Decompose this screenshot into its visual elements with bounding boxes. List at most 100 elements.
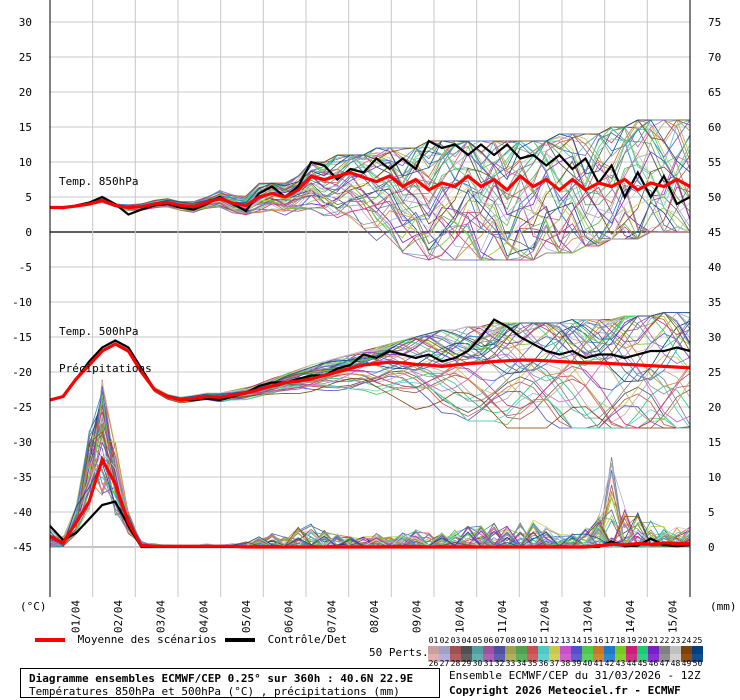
pert-number-top: 09 [516,636,527,645]
pert-number-top: 04 [461,636,472,645]
pert-swatch-bottom [648,654,659,662]
pert-swatch-bottom [560,654,571,662]
pert-swatch-bottom [681,654,692,662]
pert-number-bottom: 31 [483,659,494,668]
pert-swatch-top [549,646,560,654]
left-tick-label: -10 [12,296,32,309]
pert-number-bottom: 47 [659,659,670,668]
pert-t850-line [49,180,691,251]
x-tick-label: 12/04 [539,600,552,633]
pert-number-bottom: 43 [615,659,626,668]
right-tick-label: 45 [708,226,721,239]
pert-swatch-top [692,646,703,654]
mean-precip-line [49,455,690,549]
pert-swatch-top [505,646,516,654]
x-tick-label: 09/04 [411,600,424,633]
right-tick-label: 35 [708,296,721,309]
pert-swatch-top [428,646,439,654]
pert-swatch-bottom [593,654,604,662]
x-tick-label: 08/04 [368,600,381,633]
pert-swatch-top [450,646,461,654]
pert-number-top: 18 [615,636,626,645]
pert-number-top: 08 [505,636,516,645]
mean-t500-line [49,342,691,402]
pert-number-top: 21 [648,636,659,645]
x-tick-label: 15/04 [667,600,680,633]
left-tick-label: 15 [19,121,32,134]
pert-number-bottom: 42 [604,659,615,668]
pert-number-bottom: 27 [439,659,450,668]
pert-number-top: 07 [494,636,505,645]
pert-swatch-top [538,646,549,654]
pert-swatch-top [681,646,692,654]
right-tick-label: 10 [708,471,721,484]
pert-swatch-top [670,646,681,654]
pert-number-bottom: 45 [637,659,648,668]
pert-t500-line [49,344,691,429]
pert-swatch-bottom [494,654,505,662]
right-tick-label: 30 [708,331,721,344]
pert-swatch-bottom [450,654,461,662]
pert-swatch-top [461,646,472,654]
left-tick-label: -40 [12,506,32,519]
annotation-precip: Précipitations [59,362,152,375]
pert-swatch-bottom [571,654,582,662]
pert-swatch-bottom [637,654,648,662]
info-title: Diagramme ensembles ECMWF/CEP 0.25° sur … [29,672,414,685]
pert-number-top: 11 [538,636,549,645]
pert-number-top: 02 [439,636,450,645]
x-tick-label: 11/04 [496,600,509,633]
pert-swatch-bottom [527,654,538,662]
pert-swatch-top [494,646,505,654]
pert-swatch-top [439,646,450,654]
run-info: Ensemble ECMWF/CEP du 31/03/2026 - 12Z [449,669,701,682]
pert-number-bottom: 46 [648,659,659,668]
x-tick-label: 14/04 [624,600,637,633]
pert-number-top: 14 [571,636,582,645]
right-tick-label: 55 [708,156,721,169]
right-tick-label: 20 [708,401,721,414]
pert-swatch-bottom [692,654,703,662]
x-tick-label: 13/04 [581,600,594,633]
x-tick-label: 03/04 [155,600,168,633]
pert-t850-line [49,187,691,261]
pert-number-top: 05 [472,636,483,645]
left-axis-unit: (°C) [20,600,47,613]
legend-mean: Moyenne des scénarios [35,633,217,646]
x-tick-label: 02/04 [112,600,125,633]
pert-number-top: 20 [637,636,648,645]
pert-number-top: 22 [659,636,670,645]
pert-swatch-top [615,646,626,654]
right-tick-label: 50 [708,191,721,204]
pert-swatch-bottom [483,654,494,662]
right-tick-label: 25 [708,366,721,379]
left-tick-label: 30 [19,16,32,29]
pert-swatch-top [659,646,670,654]
pert-number-top: 13 [560,636,571,645]
pert-swatch-bottom [516,654,527,662]
pert-t850-line [49,194,690,261]
x-tick-label: 07/04 [325,600,338,633]
chart-axes [49,0,691,597]
pert-swatch-top [516,646,527,654]
pert-number-bottom: 30 [472,659,483,668]
pert-number-bottom: 33 [505,659,516,668]
pert-number-bottom: 37 [549,659,560,668]
x-tick-label: 05/04 [240,600,253,633]
chart-grid [49,0,691,597]
pert-number-bottom: 44 [626,659,637,668]
pert-swatch-bottom [538,654,549,662]
pert-swatch-top [582,646,593,654]
pert-number-bottom: 40 [582,659,593,668]
pert-number-bottom: 32 [494,659,505,668]
left-tick-label: 5 [25,191,32,204]
pert-number-top: 12 [549,636,560,645]
pert-swatch-bottom [439,654,450,662]
info-box: Diagramme ensembles ECMWF/CEP 0.25° sur … [20,668,440,698]
pert-swatch-top [483,646,494,654]
pert-t850-line [49,127,691,208]
left-tick-label: 10 [19,156,32,169]
pert-swatch-bottom [461,654,472,662]
